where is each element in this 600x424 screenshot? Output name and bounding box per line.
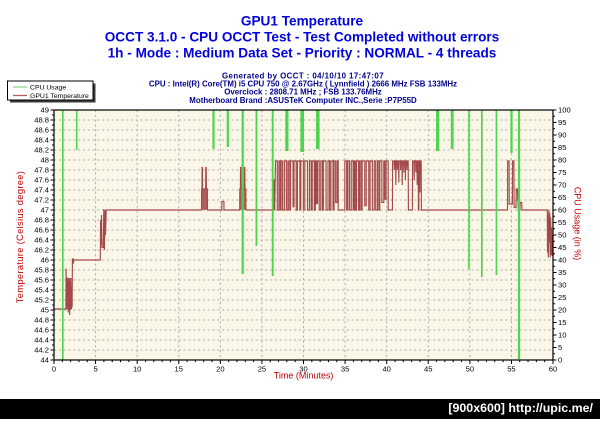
svg-text:0: 0 [558,356,562,365]
svg-text:60: 60 [549,364,557,373]
svg-text:45: 45 [424,364,432,373]
svg-text:CPU Usage (in %): CPU Usage (in %) [573,187,583,261]
svg-text:65: 65 [558,193,566,202]
svg-text:5: 5 [558,343,562,352]
svg-text:48.8: 48.8 [34,116,49,125]
svg-text:10: 10 [558,331,566,340]
svg-text:50: 50 [558,231,566,240]
svg-text:46: 46 [41,256,49,265]
svg-text:44.8: 44.8 [34,316,49,325]
svg-text:GPU1 Temperature: GPU1 Temperature [241,14,364,29]
svg-text:47: 47 [41,206,49,215]
svg-text:CPU Usage: CPU Usage [30,85,66,92]
svg-text:[900x600] http://upic.me/: [900x600] http://upic.me/ [448,401,593,415]
svg-text:44.2: 44.2 [34,346,49,355]
svg-text:25: 25 [258,364,266,373]
svg-text:47.6: 47.6 [34,176,49,185]
svg-text:48.4: 48.4 [34,136,49,145]
svg-text:30: 30 [558,281,566,290]
svg-text:35: 35 [341,364,349,373]
svg-text:47.4: 47.4 [34,186,49,195]
svg-text:15: 15 [558,318,566,327]
svg-text:40: 40 [382,364,390,373]
svg-text:15: 15 [175,364,183,373]
svg-text:20: 20 [216,364,224,373]
svg-text:85: 85 [558,143,566,152]
svg-text:GPU1 Temperature: GPU1 Temperature [30,93,89,100]
svg-text:35: 35 [558,268,566,277]
svg-text:46.8: 46.8 [34,216,49,225]
svg-text:44.6: 44.6 [34,326,49,335]
svg-text:75: 75 [558,168,566,177]
svg-text:44.4: 44.4 [34,336,49,345]
svg-text:CPU : Intel(R) Core(TM) i5 CPU: CPU : Intel(R) Core(TM) i5 CPU 750 @ 2.6… [149,80,457,89]
svg-text:Generated by OCCT : 04/10/10 1: Generated by OCCT : 04/10/10 17:47:07 [222,71,384,80]
svg-text:48.2: 48.2 [34,146,49,155]
svg-text:45.8: 45.8 [34,266,49,275]
svg-text:48.6: 48.6 [34,126,49,135]
svg-text:60: 60 [558,206,566,215]
svg-text:44: 44 [41,356,49,365]
svg-text:55: 55 [558,218,566,227]
svg-text:47.2: 47.2 [34,196,49,205]
svg-text:45: 45 [558,243,566,252]
svg-text:90: 90 [558,131,566,140]
svg-text:Overclock : 2808.71 MHz ; FSB: Overclock : 2808.71 MHz ; FSB 133.76MHz [224,88,381,97]
svg-text:20: 20 [558,306,566,315]
svg-text:5: 5 [93,364,97,373]
svg-text:0: 0 [52,364,56,373]
svg-text:45: 45 [41,306,49,315]
svg-text:45.6: 45.6 [34,276,49,285]
svg-text:25: 25 [558,293,566,302]
svg-text:Time (Minutes): Time (Minutes) [274,371,334,381]
svg-text:100: 100 [558,106,571,115]
svg-text:1h - Mode : Medium Data Set -: 1h - Mode : Medium Data Set - Priority :… [108,46,497,61]
svg-text:55: 55 [507,364,515,373]
svg-text:45.4: 45.4 [34,286,49,295]
svg-text:70: 70 [558,181,566,190]
svg-text:30: 30 [299,364,307,373]
svg-text:48: 48 [41,156,49,165]
svg-text:Temperature (Celsius degree): Temperature (Celsius degree) [14,171,25,303]
svg-text:46.4: 46.4 [34,236,49,245]
svg-text:80: 80 [558,156,566,165]
svg-text:95: 95 [558,118,566,127]
svg-text:Motherboard Brand :ASUSTeK Com: Motherboard Brand :ASUSTeK Computer INC.… [189,96,417,105]
svg-text:50: 50 [466,364,474,373]
svg-text:45.2: 45.2 [34,296,49,305]
svg-text:OCCT 3.1.0 - CPU OCCT Test - T: OCCT 3.1.0 - CPU OCCT Test - Test Comple… [105,30,500,45]
svg-text:10: 10 [133,364,141,373]
svg-text:49: 49 [41,106,49,115]
svg-text:46.6: 46.6 [34,226,49,235]
svg-text:47.8: 47.8 [34,166,49,175]
svg-text:40: 40 [558,256,566,265]
svg-text:46.2: 46.2 [34,246,49,255]
